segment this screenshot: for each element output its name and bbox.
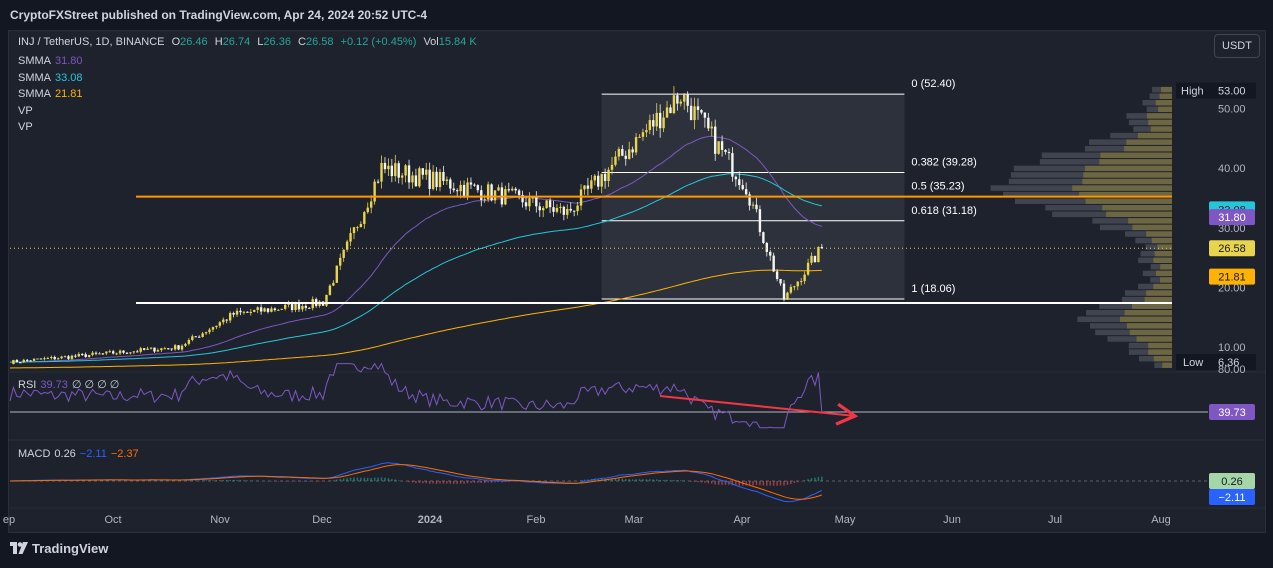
open-label: O26.46 — [172, 36, 208, 48]
tradingview-icon — [10, 542, 28, 554]
macd-legend[interactable]: MACD 0.26 −2.11 −2.37 — [18, 448, 143, 460]
tradingview-logo[interactable]: TradingView — [10, 541, 108, 556]
publisher-caption: CryptoFXStreet published on TradingView.… — [10, 8, 427, 22]
indicator-vp-1[interactable]: VP — [18, 103, 87, 120]
change-label: +0.12 (+0.45%) — [341, 36, 417, 48]
high-label: H26.74 — [215, 36, 250, 48]
indicator-vp-2[interactable]: VP — [18, 119, 87, 136]
ohlc-legend: INJ / TetherUS, 1D, BINANCE O26.46 H26.7… — [18, 36, 481, 48]
close-label: C26.58 — [298, 36, 333, 48]
chart-frame[interactable] — [8, 30, 1266, 533]
volume-label: Vol15.84 K — [423, 36, 476, 48]
symbol-label: INJ / TetherUS, 1D, BINANCE — [18, 36, 165, 48]
top-bar: CryptoFXStreet published on TradingView.… — [0, 0, 1273, 30]
indicator-smma-2[interactable]: SMMA 33.08 — [18, 70, 87, 87]
indicator-legend: SMMA 31.80 SMMA 33.08 SMMA 21.81 VP VP — [18, 53, 87, 136]
rsi-legend[interactable]: RSI 39.73 ∅ ∅ ∅ ∅ — [18, 378, 123, 391]
indicator-smma-1[interactable]: SMMA 31.80 — [18, 53, 87, 70]
low-label: L26.36 — [257, 36, 291, 48]
currency-button[interactable]: USDT — [1214, 34, 1260, 58]
indicator-smma-3[interactable]: SMMA 21.81 — [18, 86, 87, 103]
